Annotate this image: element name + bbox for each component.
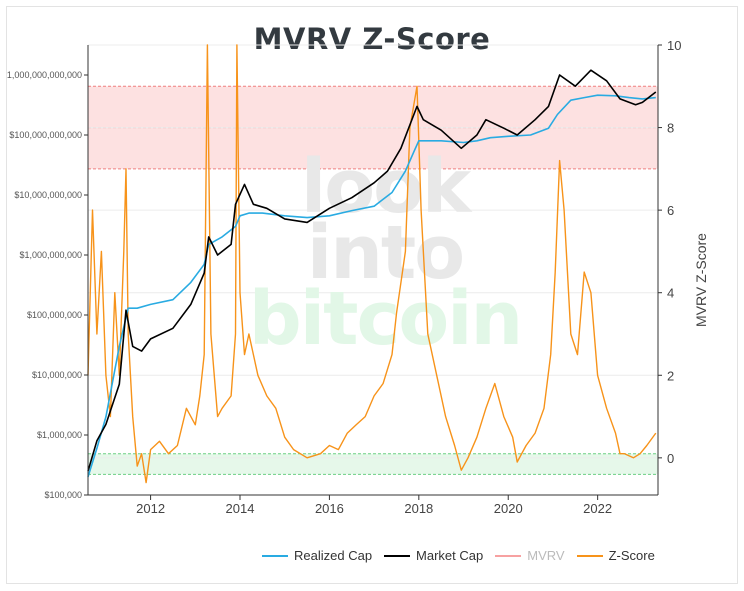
legend-label: Z-Score xyxy=(608,548,655,563)
watermark-word: bitcoin xyxy=(249,276,521,362)
y-right-axis-label: MVRV Z-Score xyxy=(693,233,709,327)
grid-lines xyxy=(88,44,658,459)
y-right-tick-label: 0 xyxy=(667,451,674,466)
legend-label: Market Cap xyxy=(416,548,484,563)
watermark-word: into xyxy=(307,210,463,296)
y-right-tick-label: 8 xyxy=(667,121,674,136)
y-left-tick-label: $1,000,000 xyxy=(37,430,82,440)
y-right-tick-label: 4 xyxy=(667,286,674,301)
series-layer xyxy=(87,44,657,484)
y-left-tick-label: $100,000,000,000 xyxy=(9,130,82,140)
series-line-market-cap xyxy=(87,69,657,472)
x-tick-label: 2020 xyxy=(494,501,523,516)
legend-item-z-score[interactable]: Z-Score xyxy=(576,548,655,563)
chart-title: MVRV Z-Score xyxy=(253,22,491,56)
x-tick-label: 2018 xyxy=(404,501,433,516)
x-tick-label: 2014 xyxy=(226,501,255,516)
legend-swatch xyxy=(384,554,411,557)
x-tick-label: 2012 xyxy=(136,501,165,516)
y-left-tick-label: $100,000 xyxy=(44,490,82,500)
y-left-tick-label: $1,000,000,000 xyxy=(19,250,82,260)
axes: $100,000 $1,000,000 $10,000,000 $100,000,00… xyxy=(7,38,709,516)
y-left-tick-label: $10,000,000,000 xyxy=(14,190,82,200)
y-right-tick-label: 2 xyxy=(667,368,674,383)
x-tick-label: 2016 xyxy=(315,501,344,516)
legend-swatch xyxy=(262,554,288,557)
x-tick-label: 2022 xyxy=(583,501,612,516)
green-zone-band xyxy=(88,453,658,475)
y-left-tick-label: $100,000,000 xyxy=(27,310,82,320)
y-right-tick-label: 6 xyxy=(667,203,674,218)
legend-label: MVRV xyxy=(527,548,565,563)
legend: Realized Cap Market Cap MVRV Z-Score xyxy=(262,548,667,563)
y-left-tick-label: 1,000,000,000,000 xyxy=(7,70,82,80)
legend-swatch xyxy=(576,554,603,557)
legend-item-mvrv[interactable]: MVRV xyxy=(495,548,565,563)
legend-label: Realized Cap xyxy=(294,548,373,563)
legend-item-realized-cap[interactable]: Realized Cap xyxy=(262,548,372,563)
y-left-tick-label: $10,000,000 xyxy=(32,370,82,380)
series-line-realized-cap xyxy=(87,94,656,478)
legend-item-market-cap[interactable]: Market Cap xyxy=(384,548,483,563)
series-line-z-score xyxy=(87,44,657,484)
y-right-tick-label: 10 xyxy=(667,38,681,53)
legend-swatch xyxy=(495,554,522,557)
